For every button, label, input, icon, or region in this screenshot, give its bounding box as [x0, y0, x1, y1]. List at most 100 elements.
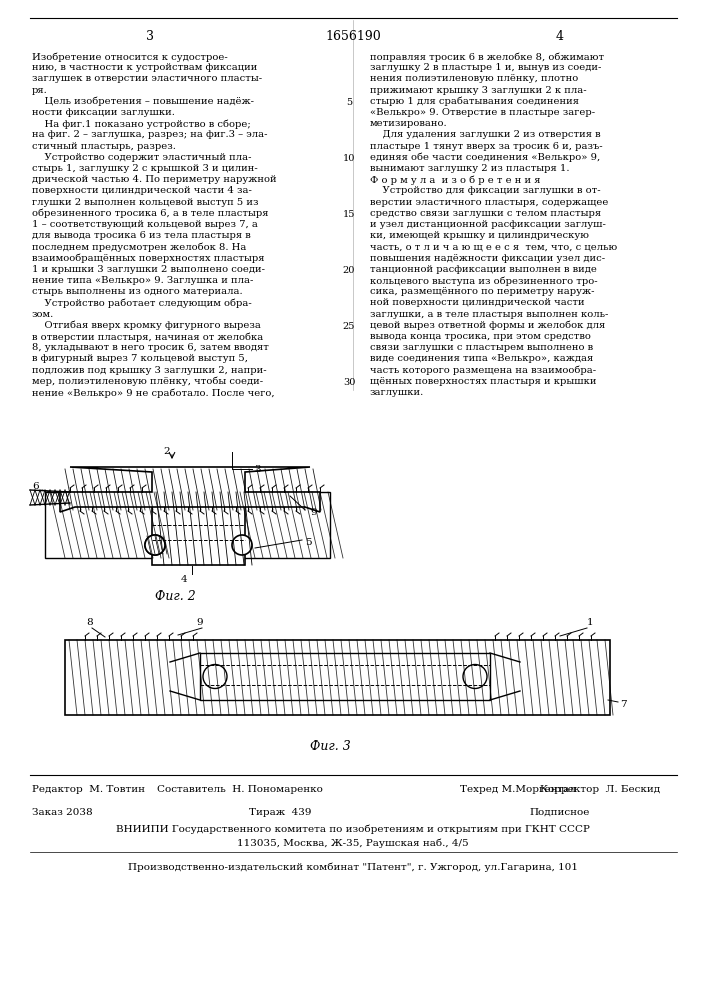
Text: Устройство работает следующим обра-: Устройство работает следующим обра- [32, 298, 252, 308]
Text: в отверстии пластыря, начиная от желобка: в отверстии пластыря, начиная от желобка [32, 332, 263, 342]
Text: виде соединения типа «Велькро», каждая: виде соединения типа «Велькро», каждая [370, 354, 593, 363]
Text: дрической частью 4. По периметру наружной: дрической частью 4. По периметру наружно… [32, 175, 276, 184]
Text: 15: 15 [343, 210, 355, 219]
Text: Составитель  Н. Пономаренко: Составитель Н. Пономаренко [157, 785, 323, 794]
Text: Редактор  М. Товтин: Редактор М. Товтин [32, 785, 145, 794]
Text: часть, о т л и ч а ю щ е е с я  тем, что, с целью: часть, о т л и ч а ю щ е е с я тем, что,… [370, 242, 617, 251]
Text: глушки 2 выполнен кольцевой выступ 5 из: глушки 2 выполнен кольцевой выступ 5 из [32, 198, 259, 207]
Text: заглушки, а в теле пластыря выполнен коль-: заглушки, а в теле пластыря выполнен кол… [370, 310, 609, 319]
Text: На фиг.1 показано устройство в сборе;: На фиг.1 показано устройство в сборе; [32, 119, 251, 129]
Text: зом.: зом. [32, 310, 54, 319]
Text: Цель изобретения – повышение надёж-: Цель изобретения – повышение надёж- [32, 97, 254, 106]
Text: вывода конца тросика, при этом средство: вывода конца тросика, при этом средство [370, 332, 591, 341]
Text: для вывода тросика 6 из тела пластыря в: для вывода тросика 6 из тела пластыря в [32, 231, 251, 240]
Text: Фиг. 2: Фиг. 2 [155, 590, 195, 603]
Text: ности фиксации заглушки.: ности фиксации заглушки. [32, 108, 175, 117]
Text: связи заглушки с пластырем выполнено в: связи заглушки с пластырем выполнено в [370, 343, 593, 352]
Text: Корректор  Л. Бескид: Корректор Л. Бескид [540, 785, 660, 794]
Text: цевой вырез ответной формы и желобок для: цевой вырез ответной формы и желобок для [370, 321, 605, 330]
Text: нение типа «Велькро» 9. Заглушка и пла-: нение типа «Велькро» 9. Заглушка и пла- [32, 276, 253, 285]
Text: средство связи заглушки с телом пластыря: средство связи заглушки с телом пластыря [370, 209, 601, 218]
Text: Устройство содержит эластичный пла-: Устройство содержит эластичный пла- [32, 153, 252, 162]
Text: щённых поверхностях пластыря и крышки: щённых поверхностях пластыря и крышки [370, 377, 597, 386]
Text: 1 и крышки 3 заглушки 2 выполнено соеди-: 1 и крышки 3 заглушки 2 выполнено соеди- [32, 265, 265, 274]
Text: верстии эластичного пластыря, содержащее: верстии эластичного пластыря, содержащее [370, 198, 609, 207]
Circle shape [145, 535, 165, 555]
Text: стырь выполнены из одного материала.: стырь выполнены из одного материала. [32, 287, 243, 296]
Text: 1 – соответствующий кольцевой вырез 7, а: 1 – соответствующий кольцевой вырез 7, а [32, 220, 258, 229]
Text: метизировано.: метизировано. [370, 119, 448, 128]
Text: танционной расфиксации выполнен в виде: танционной расфиксации выполнен в виде [370, 265, 597, 274]
Text: заглушку 2 в пластыре 1 и, вынув из соеди-: заглушку 2 в пластыре 1 и, вынув из соед… [370, 63, 602, 72]
Text: на фиг. 2 – заглушка, разрез; на фиг.3 – эла-: на фиг. 2 – заглушка, разрез; на фиг.3 –… [32, 130, 267, 139]
Text: 6: 6 [32, 482, 39, 491]
Polygon shape [152, 492, 245, 565]
Text: 7: 7 [620, 700, 626, 709]
Text: сика, размещённого по периметру наруж-: сика, размещённого по периметру наруж- [370, 287, 595, 296]
Text: Фиг. 3: Фиг. 3 [310, 740, 351, 753]
Text: заглушки.: заглушки. [370, 388, 424, 397]
Text: часть которого размещена на взаимообра-: часть которого размещена на взаимообра- [370, 366, 596, 375]
Text: Производственно-издательский комбинат "Патент", г. Ужгород, ул.Гагарина, 101: Производственно-издательский комбинат "П… [128, 862, 578, 871]
Text: 8: 8 [87, 618, 93, 627]
Text: мер, полиэтиленовую плёнку, чтобы соеди-: мер, полиэтиленовую плёнку, чтобы соеди- [32, 377, 263, 386]
Text: ки, имеющей крышку и цилиндрическую: ки, имеющей крышку и цилиндрическую [370, 231, 589, 240]
Polygon shape [200, 653, 490, 700]
Text: 25: 25 [343, 322, 355, 331]
Text: поверхности цилиндрической части 4 за-: поверхности цилиндрической части 4 за- [32, 186, 252, 195]
Text: повышения надёжности фиксации узел дис-: повышения надёжности фиксации узел дис- [370, 254, 605, 263]
Polygon shape [65, 640, 610, 715]
Text: 20: 20 [343, 266, 355, 275]
Text: и узел дистанционной расфиксации заглуш-: и узел дистанционной расфиксации заглуш- [370, 220, 606, 229]
Polygon shape [45, 492, 155, 558]
Text: единяя обе части соединения «Велькро» 9,: единяя обе части соединения «Велькро» 9, [370, 153, 600, 162]
Text: 1: 1 [587, 618, 593, 627]
Text: 4: 4 [181, 575, 187, 584]
Text: 3: 3 [146, 30, 154, 43]
Text: поправляя тросик 6 в желобке 8, обжимают: поправляя тросик 6 в желобке 8, обжимают [370, 52, 604, 62]
Text: Подписное: Подписное [530, 808, 590, 817]
Text: последнем предусмотрен желобок 8. На: последнем предусмотрен желобок 8. На [32, 242, 246, 252]
Text: заглушек в отверстии эластичного пласты-: заглушек в отверстии эластичного пласты- [32, 74, 262, 83]
Text: 1656190: 1656190 [325, 30, 381, 43]
Text: ря.: ря. [32, 86, 48, 95]
Text: 4: 4 [556, 30, 564, 43]
Text: стырю 1 для срабатывания соединения: стырю 1 для срабатывания соединения [370, 97, 579, 106]
Text: Ф о р м у л а  и з о б р е т е н и я: Ф о р м у л а и з о б р е т е н и я [370, 175, 540, 185]
Text: Для удаления заглушки 2 из отверстия в: Для удаления заглушки 2 из отверстия в [370, 130, 601, 139]
Text: прижимают крышку 3 заглушки 2 к пла-: прижимают крышку 3 заглушки 2 к пла- [370, 86, 587, 95]
Circle shape [463, 664, 487, 688]
Text: нию, в частности к устройствам фиксации: нию, в частности к устройствам фиксации [32, 63, 257, 72]
Text: 8, укладывают в него тросик 6, затем вводят: 8, укладывают в него тросик 6, затем вво… [32, 343, 269, 352]
Text: 5: 5 [305, 538, 312, 547]
Polygon shape [240, 492, 330, 558]
Text: кольцевого выступа из обрезиненного тро-: кольцевого выступа из обрезиненного тро- [370, 276, 597, 286]
Text: пластыре 1 тянут вверх за тросик 6 и, разъ-: пластыре 1 тянут вверх за тросик 6 и, ра… [370, 142, 602, 151]
Circle shape [203, 664, 227, 688]
Text: 5: 5 [346, 98, 352, 107]
Text: взаимообращённых поверхностях пластыря: взаимообращённых поверхностях пластыря [32, 254, 264, 263]
Text: Отгибая вверх кромку фигурного выреза: Отгибая вверх кромку фигурного выреза [32, 321, 261, 330]
Text: ной поверхности цилиндрической части: ной поверхности цилиндрической части [370, 298, 585, 307]
Text: Тираж  439: Тираж 439 [249, 808, 311, 817]
Circle shape [232, 535, 252, 555]
Text: обрезиненного тросика 6, а в теле пластыря: обрезиненного тросика 6, а в теле пласты… [32, 209, 269, 218]
Text: нения полиэтиленовую плёнку, плотно: нения полиэтиленовую плёнку, плотно [370, 74, 578, 83]
Text: 113035, Москва, Ж-35, Раушская наб., 4/5: 113035, Москва, Ж-35, Раушская наб., 4/5 [237, 838, 469, 848]
Text: нение «Велькро» 9 не сработало. После чего,: нение «Велькро» 9 не сработало. После че… [32, 388, 274, 397]
Text: 9: 9 [197, 618, 204, 627]
Text: Техред М.Моргентал: Техред М.Моргентал [460, 785, 576, 794]
Text: стичный пластырь, разрез.: стичный пластырь, разрез. [32, 142, 176, 151]
Text: 30: 30 [343, 378, 355, 387]
Text: 3: 3 [254, 465, 261, 474]
Text: в фигурный вырез 7 кольцевой выступ 5,: в фигурный вырез 7 кольцевой выступ 5, [32, 354, 248, 363]
Text: «Велькро» 9. Отверстие в пластыре загер-: «Велькро» 9. Отверстие в пластыре загер- [370, 108, 595, 117]
Text: Изобретение относится к судострое-: Изобретение относится к судострое- [32, 52, 228, 62]
Polygon shape [60, 467, 320, 512]
Text: 2: 2 [164, 447, 170, 456]
Text: 10: 10 [343, 154, 355, 163]
Text: ВНИИПИ Государственного комитета по изобретениям и открытиям при ГКНТ СССР: ВНИИПИ Государственного комитета по изоб… [116, 825, 590, 834]
Text: Устройство для фиксации заглушки в от-: Устройство для фиксации заглушки в от- [370, 186, 601, 195]
Text: вынимают заглушку 2 из пластыря 1.: вынимают заглушку 2 из пластыря 1. [370, 164, 570, 173]
Text: подложив под крышку 3 заглушки 2, напри-: подложив под крышку 3 заглушки 2, напри- [32, 366, 267, 375]
